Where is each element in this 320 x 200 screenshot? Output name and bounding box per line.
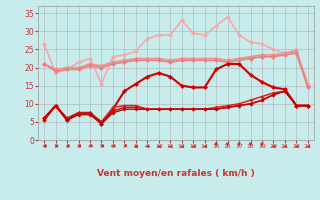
Text: Vent moyen/en rafales ( km/h ): Vent moyen/en rafales ( km/h ) xyxy=(97,169,255,178)
